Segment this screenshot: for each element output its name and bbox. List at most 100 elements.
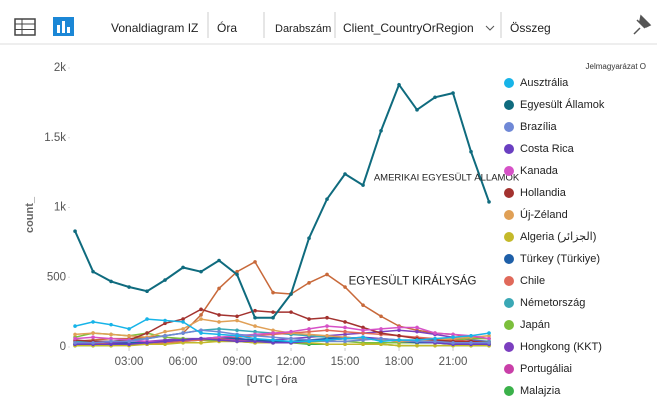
legend-label: Portugáliai — [520, 363, 572, 375]
x-tick-label: 12:00 — [277, 356, 306, 368]
x-field[interactable]: Óra — [217, 20, 237, 35]
dropdown-chevron[interactable] — [485, 25, 495, 31]
data-point — [469, 334, 473, 338]
data-point — [415, 108, 419, 112]
series — [73, 307, 491, 345]
data-point — [361, 342, 365, 347]
y-tick-label: 1k — [54, 202, 66, 214]
data-point — [91, 335, 95, 340]
legend-item[interactable]: Malajzia — [504, 385, 561, 397]
data-point — [163, 342, 167, 347]
data-point — [361, 325, 365, 330]
legend-swatch — [504, 276, 514, 286]
data-point — [415, 325, 419, 330]
data-point — [199, 341, 203, 345]
legend-label: Chile — [520, 275, 545, 287]
legend-label: Kanada — [520, 165, 559, 177]
data-point — [487, 336, 491, 341]
data-point — [361, 335, 365, 340]
legend-label: Ausztrália — [520, 77, 569, 89]
data-point — [109, 336, 113, 341]
legend-label: Egyesült Államok — [520, 98, 605, 111]
data-point — [145, 336, 149, 341]
legend-swatch — [504, 122, 514, 132]
legend-item[interactable]: Brazília — [504, 121, 558, 133]
legend-label: Japán — [520, 319, 550, 331]
split-field[interactable]: Client_CountryOrRegion — [343, 21, 474, 35]
y-field[interactable]: Darabszám — [275, 23, 331, 35]
x-tick-label: 09:00 — [223, 356, 252, 368]
data-point — [487, 334, 491, 338]
legend-title: Jelmagyarázat O — [586, 62, 646, 71]
data-point — [109, 339, 113, 344]
x-tick-label: 18:00 — [385, 356, 414, 368]
data-point — [379, 327, 383, 331]
legend-item[interactable]: Új-Zéland — [504, 208, 568, 221]
data-point — [289, 329, 293, 334]
data-point — [163, 321, 167, 326]
aggregation[interactable]: Összeg — [510, 21, 551, 35]
data-point — [199, 313, 203, 317]
data-point — [163, 334, 167, 338]
data-point — [433, 336, 437, 341]
chart-type[interactable]: Vonaldiagram IZ — [111, 21, 198, 35]
data-point — [343, 320, 347, 324]
data-point — [325, 324, 329, 328]
legend-item[interactable]: Japán — [504, 319, 550, 331]
data-point — [199, 307, 203, 312]
legend-item[interactable]: Hollandia — [504, 187, 567, 199]
data-point — [127, 342, 131, 347]
data-point — [235, 334, 239, 338]
data-point — [271, 290, 275, 295]
data-point — [109, 342, 113, 347]
data-point — [343, 172, 347, 176]
y-tick-label: 500 — [47, 271, 66, 283]
legend-label: Algeria (الجزائر) — [520, 231, 596, 243]
legend-label: Németország — [520, 297, 585, 309]
data-point — [145, 317, 149, 321]
legend-swatch — [504, 364, 514, 374]
legend-item[interactable]: Egyesült Államok — [504, 98, 605, 111]
data-point — [325, 197, 329, 201]
legend-item[interactable]: Kanada — [504, 165, 559, 177]
legend-item[interactable]: Portugáliai — [504, 363, 572, 375]
data-point — [253, 339, 257, 344]
data-point — [181, 265, 185, 270]
data-point — [163, 339, 167, 344]
chart-icon[interactable] — [53, 17, 74, 36]
data-point — [397, 334, 401, 338]
legend-swatch — [504, 210, 514, 220]
legend-label: Brazília — [520, 121, 558, 133]
data-point — [253, 315, 257, 320]
data-point — [415, 338, 419, 342]
legend-item[interactable]: Ausztrália — [504, 77, 569, 89]
legend-item[interactable]: Chile — [504, 275, 545, 287]
data-point — [325, 334, 329, 338]
data-point — [325, 342, 329, 347]
data-point — [253, 336, 257, 341]
legend-item[interactable]: Costa Rica — [504, 143, 575, 155]
legend-swatch — [504, 188, 514, 198]
legend-item[interactable]: Németország — [504, 297, 585, 309]
data-point — [325, 328, 329, 333]
data-point — [271, 315, 275, 320]
annotation: AMERIKAI EGYESÜLT ÁLLAMOK — [374, 173, 520, 184]
data-point — [343, 325, 347, 330]
data-point — [127, 339, 131, 344]
data-point — [379, 314, 383, 319]
y-tick-label: 0 — [60, 341, 66, 353]
data-point — [217, 286, 221, 291]
data-point — [73, 332, 77, 337]
pin-icon[interactable] — [633, 14, 652, 35]
data-point — [127, 327, 131, 331]
data-point — [271, 331, 275, 335]
legend-item[interactable]: Türkey (Türkiye) — [504, 253, 600, 265]
legend-item[interactable]: Algeria (الجزائر) — [504, 231, 596, 243]
table-icon-frame — [14, 18, 36, 36]
table-icon[interactable] — [14, 18, 36, 36]
data-point — [73, 336, 77, 341]
data-point — [343, 329, 347, 334]
legend-item[interactable]: Hongkong (KKT) — [504, 341, 602, 353]
data-point — [271, 328, 275, 333]
